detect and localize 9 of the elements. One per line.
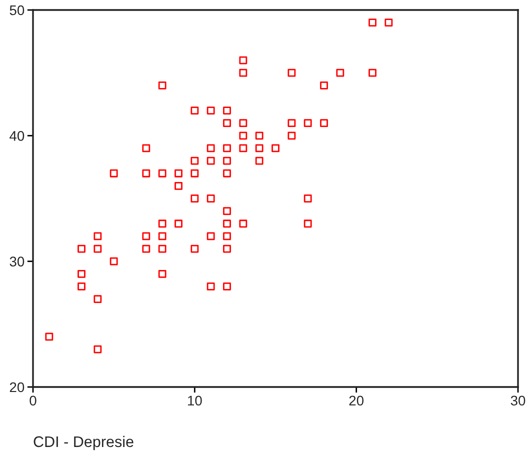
x-tick-label: 0 <box>30 396 36 406</box>
x-axis-title: CDI - Depresie <box>34 436 134 450</box>
x-tick-label: 30 <box>510 396 526 406</box>
x-tick-label: 20 <box>349 396 364 406</box>
y-tick-label: 20 <box>10 382 24 392</box>
y-tick-label: 30 <box>10 256 24 267</box>
y-tick-label: 40 <box>10 131 24 141</box>
y-tick-label: 50 <box>10 5 24 16</box>
x-tick-label: 10 <box>188 396 202 406</box>
